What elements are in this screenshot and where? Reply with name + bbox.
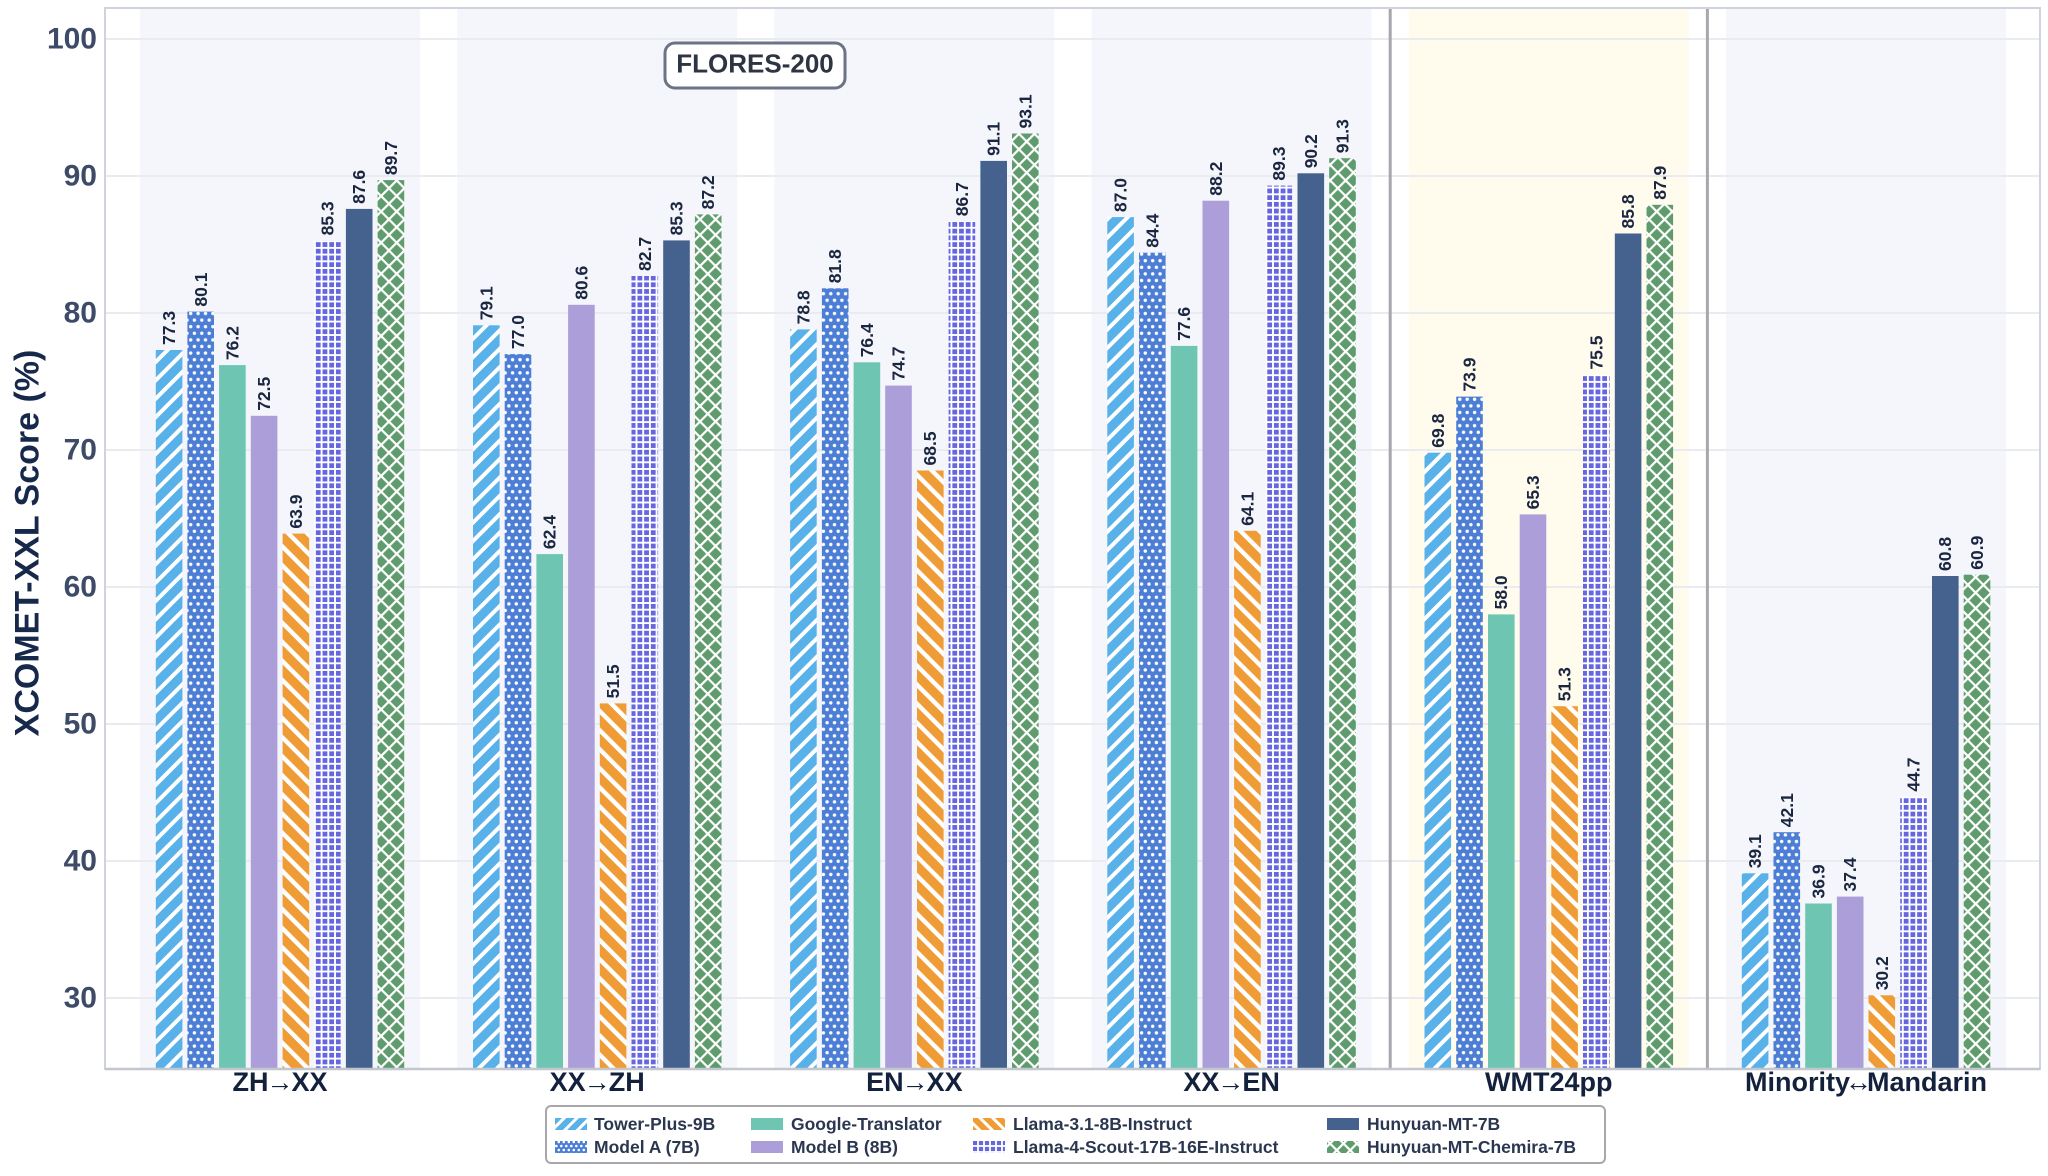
svg-text:51.5: 51.5 — [603, 664, 623, 698]
svg-text:40: 40 — [64, 845, 97, 878]
svg-text:Model B (8B): Model B (8B) — [791, 1137, 898, 1157]
svg-text:51.3: 51.3 — [1555, 667, 1575, 701]
svg-text:30: 30 — [64, 982, 97, 1015]
svg-text:100: 100 — [47, 23, 97, 56]
svg-text:68.5: 68.5 — [920, 431, 940, 465]
svg-text:Model A (7B): Model A (7B) — [594, 1137, 700, 1157]
svg-text:EN→XX: EN→XX — [866, 1067, 963, 1097]
svg-text:ZH→XX: ZH→XX — [232, 1067, 327, 1097]
svg-text:77.6: 77.6 — [1174, 307, 1194, 341]
svg-text:85.8: 85.8 — [1618, 194, 1638, 228]
svg-text:87.0: 87.0 — [1111, 178, 1131, 212]
svg-text:85.3: 85.3 — [667, 201, 687, 235]
svg-text:XX→EN: XX→EN — [1183, 1067, 1280, 1097]
svg-text:XCOMET-XXL Score (%): XCOMET-XXL Score (%) — [9, 350, 47, 737]
svg-text:Hunyuan-MT-Chemira-7B: Hunyuan-MT-Chemira-7B — [1367, 1137, 1576, 1157]
svg-text:44.7: 44.7 — [1904, 758, 1924, 792]
svg-text:82.7: 82.7 — [635, 237, 655, 271]
svg-text:WMT24pp: WMT24pp — [1485, 1067, 1613, 1097]
svg-text:42.1: 42.1 — [1777, 793, 1797, 827]
svg-text:91.3: 91.3 — [1333, 119, 1353, 153]
svg-text:76.4: 76.4 — [857, 323, 877, 357]
svg-text:Tower-Plus-9B: Tower-Plus-9B — [594, 1114, 715, 1134]
svg-text:87.2: 87.2 — [698, 175, 718, 209]
svg-text:80: 80 — [64, 297, 97, 330]
svg-text:77.3: 77.3 — [159, 311, 179, 345]
svg-text:87.9: 87.9 — [1650, 165, 1670, 199]
svg-text:69.8: 69.8 — [1428, 413, 1448, 447]
svg-text:XX→ZH: XX→ZH — [550, 1067, 645, 1097]
svg-text:62.4: 62.4 — [540, 515, 560, 549]
svg-text:65.3: 65.3 — [1523, 475, 1543, 509]
svg-text:93.1: 93.1 — [1015, 94, 1035, 128]
svg-text:89.3: 89.3 — [1269, 146, 1289, 180]
svg-text:73.9: 73.9 — [1460, 357, 1480, 391]
svg-text:37.4: 37.4 — [1840, 857, 1860, 891]
svg-text:Llama-3.1-8B-Instruct: Llama-3.1-8B-Instruct — [1013, 1114, 1192, 1134]
svg-text:81.8: 81.8 — [825, 249, 845, 283]
svg-text:91.1: 91.1 — [984, 122, 1004, 156]
svg-text:30.2: 30.2 — [1872, 956, 1892, 990]
svg-text:50: 50 — [64, 708, 97, 741]
svg-text:86.7: 86.7 — [952, 182, 972, 216]
svg-text:80.1: 80.1 — [191, 272, 211, 306]
svg-text:Llama-4-Scout-17B-16E-Instruct: Llama-4-Scout-17B-16E-Instruct — [1013, 1137, 1279, 1157]
svg-text:Minority↔Mandarin: Minority↔Mandarin — [1745, 1067, 1987, 1097]
svg-text:78.8: 78.8 — [793, 290, 813, 324]
svg-text:Hunyuan-MT-7B: Hunyuan-MT-7B — [1367, 1114, 1500, 1134]
svg-text:84.4: 84.4 — [1142, 213, 1162, 247]
svg-text:75.5: 75.5 — [1586, 335, 1606, 369]
svg-text:72.5: 72.5 — [254, 376, 274, 410]
svg-text:FLORES-200: FLORES-200 — [676, 49, 834, 79]
svg-text:80.6: 80.6 — [571, 265, 591, 299]
svg-text:39.1: 39.1 — [1745, 834, 1765, 868]
svg-text:60.9: 60.9 — [1967, 535, 1987, 569]
svg-text:77.0: 77.0 — [508, 315, 528, 349]
svg-text:87.6: 87.6 — [349, 170, 369, 204]
svg-text:60.8: 60.8 — [1935, 537, 1955, 571]
svg-text:85.3: 85.3 — [318, 201, 338, 235]
svg-text:76.2: 76.2 — [222, 326, 242, 360]
svg-text:90.2: 90.2 — [1301, 134, 1321, 168]
svg-text:60: 60 — [64, 571, 97, 604]
svg-text:90: 90 — [64, 160, 97, 193]
svg-text:36.9: 36.9 — [1809, 864, 1829, 898]
svg-text:88.2: 88.2 — [1206, 161, 1226, 195]
svg-text:58.0: 58.0 — [1491, 575, 1511, 609]
svg-text:63.9: 63.9 — [286, 494, 306, 528]
svg-text:70: 70 — [64, 434, 97, 467]
svg-text:79.1: 79.1 — [476, 286, 496, 320]
svg-text:Google-Translator: Google-Translator — [791, 1114, 942, 1134]
svg-text:74.7: 74.7 — [889, 347, 909, 381]
svg-text:64.1: 64.1 — [1237, 491, 1257, 525]
svg-text:89.7: 89.7 — [381, 141, 401, 175]
